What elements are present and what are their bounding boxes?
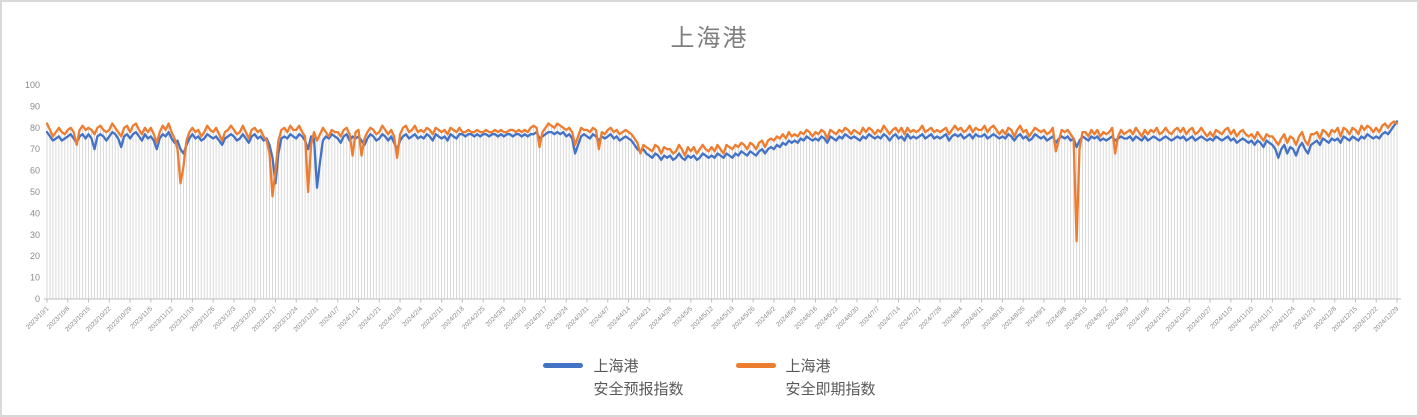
y-axis-tick-label: 100: [25, 80, 40, 90]
y-axis-tick-label: 30: [30, 230, 40, 240]
legend-label-forecast: 上海港 安全预报指数: [593, 355, 683, 402]
y-axis-tick-label: 10: [30, 273, 40, 283]
legend-item-forecast[interactable]: 上海港 安全预报指数: [543, 355, 684, 402]
x-axis-tick-label: 2024/3/31: [565, 305, 591, 331]
chart-title: 上海港: [670, 25, 749, 52]
series-forecast-line: [45, 120, 1399, 189]
y-axis-tick-label: 70: [30, 144, 40, 154]
y-axis-tick-label: 60: [30, 166, 40, 176]
spot-line-swatch-icon: [735, 362, 776, 368]
y-axis-tick-label: 0: [35, 294, 40, 304]
x-axis-tick-label: 2024/9/1: [1024, 305, 1047, 328]
series-spot-line: [45, 120, 1399, 243]
x-axis-tick-label: 2024/4/28: [648, 305, 674, 331]
x-axis-tick-label: 2024/8/25: [1001, 305, 1027, 331]
legend-spot-line1: 上海港: [785, 357, 831, 375]
legend-forecast-line2: 安全预报指数: [593, 380, 684, 398]
forecast-line-swatch-icon: [543, 362, 584, 368]
legend-label-spot: 上海港 安全即期指数: [786, 355, 876, 402]
x-axis-tick-label: 2024/2/25: [461, 305, 487, 331]
x-axis-tick-label: 2024/1/28: [378, 305, 404, 331]
legend-spot-line2: 安全即期指数: [785, 380, 876, 398]
y-axis-tick-label: 40: [30, 208, 40, 218]
y-axis-tick-label: 50: [30, 187, 40, 197]
x-axis-tick-label: 2024/5/26: [731, 305, 757, 331]
x-axis-tick-label: 2024/6/30: [835, 305, 861, 331]
drop-lines: [46, 121, 1398, 299]
legend-forecast-line1: 上海港: [593, 357, 639, 375]
y-axis-tick-label: 80: [30, 123, 40, 133]
y-axis-tick-label: 20: [30, 251, 40, 261]
legend: 上海港安全预报指数 上海港安全即期指数: [2, 355, 1417, 402]
legend-item-spot[interactable]: 上海港 安全即期指数: [735, 355, 876, 402]
y-axis-tick-label: 90: [30, 101, 40, 111]
x-axis-tick-label: 2024/7/28: [918, 305, 944, 331]
x-axis-tick-label: 2024/6/2: [754, 305, 777, 328]
